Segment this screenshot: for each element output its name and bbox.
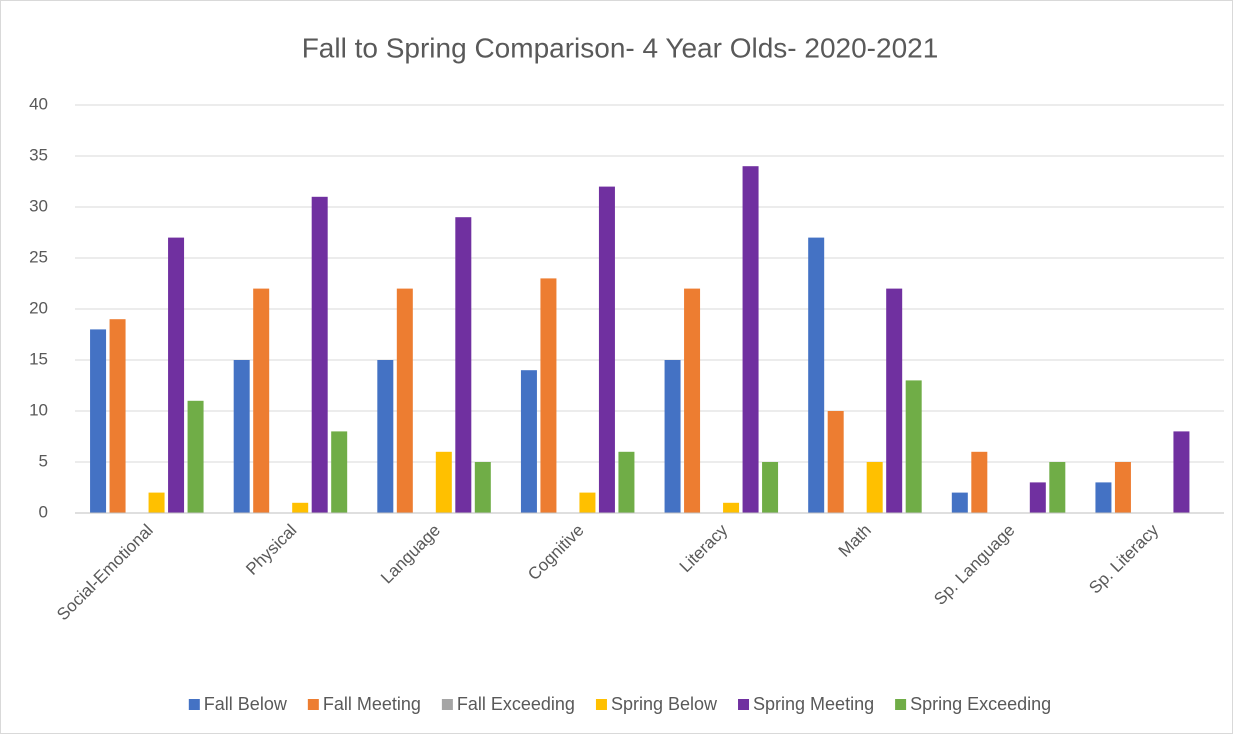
bar [742, 166, 759, 513]
bar [331, 431, 348, 513]
y-tick-label: 0 [39, 502, 48, 521]
legend-swatch [307, 699, 319, 710]
bar [1173, 431, 1190, 513]
bar [377, 360, 394, 513]
bar [951, 492, 968, 513]
chart-title: Fall to Spring Comparison- 4 Year Olds- … [302, 32, 939, 63]
bar [723, 502, 740, 513]
bar [1029, 482, 1046, 513]
bar [148, 492, 165, 513]
y-tick-label: 25 [29, 247, 48, 266]
bar [474, 462, 491, 513]
bar [618, 451, 635, 513]
legend-swatch [895, 699, 907, 710]
bar [233, 360, 250, 513]
y-tick-label: 30 [29, 196, 48, 215]
legend-label: Fall Exceeding [457, 694, 575, 714]
legend-swatch [595, 699, 607, 710]
bar [168, 237, 185, 513]
legend-swatch [738, 699, 750, 710]
y-tick-label: 35 [29, 145, 48, 164]
bar [109, 319, 126, 513]
bar [664, 360, 681, 513]
bar [253, 288, 270, 513]
y-tick-label: 10 [29, 400, 48, 419]
bar [540, 278, 557, 513]
bar [1095, 482, 1112, 513]
legend-label: Fall Below [204, 694, 288, 714]
bar [1049, 462, 1066, 513]
y-tick-label: 20 [29, 298, 48, 317]
bar [598, 186, 615, 513]
legend-label: Spring Below [611, 694, 718, 714]
y-tick-label: 40 [29, 94, 48, 113]
bar [808, 237, 825, 513]
bar [455, 217, 472, 513]
legend-label: Spring Meeting [753, 694, 874, 714]
bar [886, 288, 903, 513]
bar [520, 370, 537, 513]
bar [762, 462, 779, 513]
bar [905, 380, 922, 513]
bar [396, 288, 413, 513]
legend-swatch [441, 699, 453, 710]
bar [1114, 462, 1131, 513]
bar [866, 462, 883, 513]
bar [90, 329, 107, 513]
legend-swatch [188, 699, 200, 710]
bar [684, 288, 701, 513]
bar [187, 400, 204, 513]
y-tick-label: 5 [39, 451, 48, 470]
y-tick-label: 15 [29, 349, 48, 368]
bar [579, 492, 596, 513]
bar [292, 502, 309, 513]
legend-label: Fall Meeting [323, 694, 421, 714]
legend-label: Spring Exceeding [910, 694, 1051, 714]
bar [435, 451, 452, 513]
bar [311, 196, 328, 514]
bar [971, 451, 988, 513]
bar [827, 411, 844, 513]
